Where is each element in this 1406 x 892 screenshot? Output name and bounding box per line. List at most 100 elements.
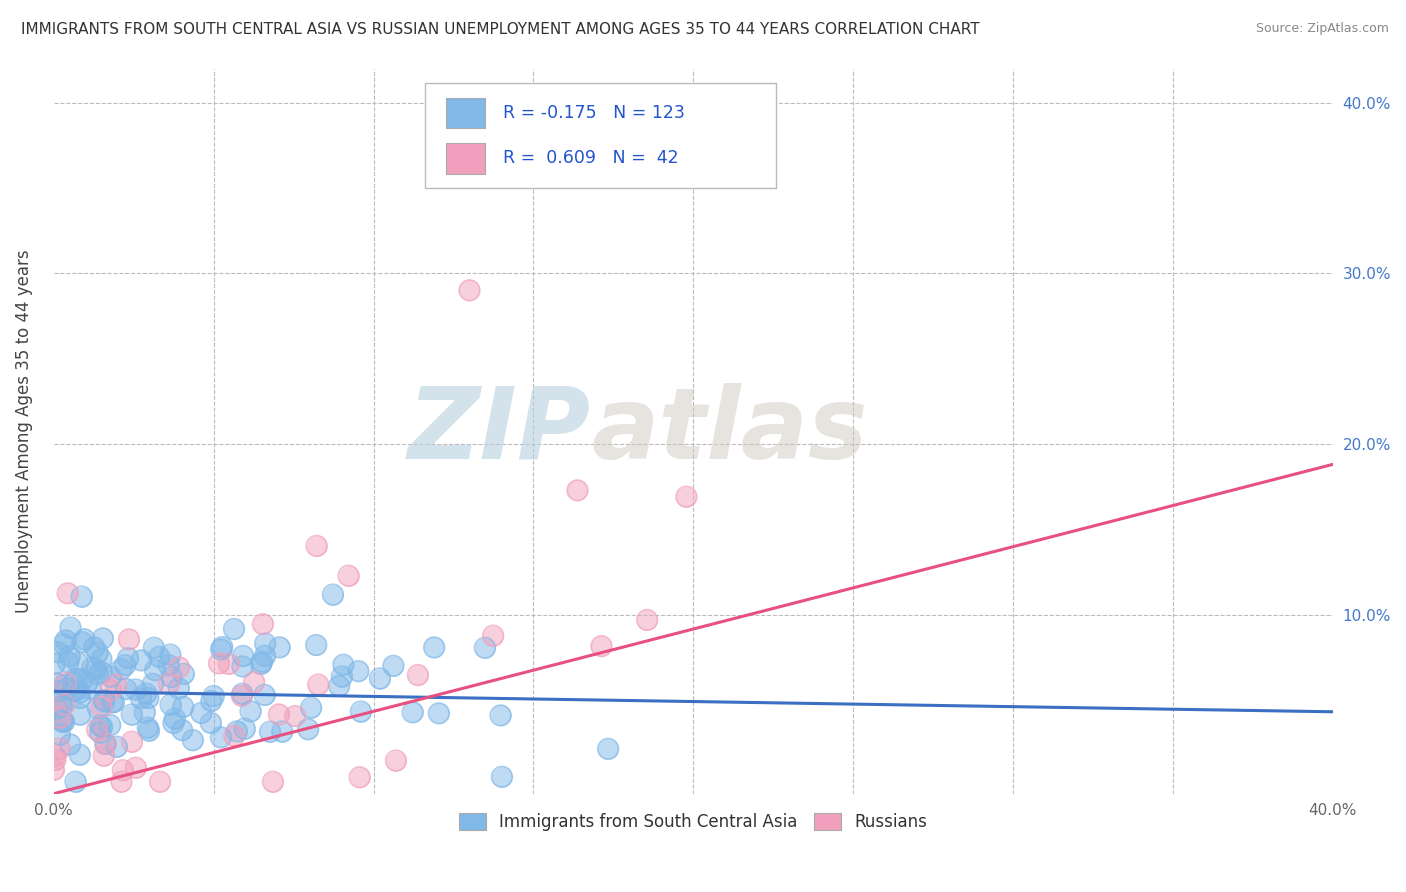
Point (200, 694, 222, 708)
Point (52, 637, 75, 651)
Point (48, 697, 70, 711)
Point (49, 711, 72, 725)
Point (89, 718, 111, 732)
Point (52, 637, 75, 651)
Point (148, 649, 170, 664)
Point (162, 715, 184, 730)
Point (45, 676, 67, 690)
Point (262, 774, 284, 789)
Legend: Immigrants from South Central Asia, Russians: Immigrants from South Central Asia, Russ… (451, 805, 935, 839)
Point (118, 632, 141, 647)
Point (253, 688, 276, 702)
Point (121, 735, 143, 749)
Point (328, 679, 350, 693)
Point (44, 753, 66, 767)
Point (136, 721, 159, 735)
Point (73, 632, 96, 647)
Point (69, 685, 91, 699)
Point (46, 701, 69, 715)
Point (211, 640, 233, 654)
Point (172, 700, 194, 714)
Point (218, 657, 240, 671)
Point (46, 645, 69, 659)
Point (129, 691, 152, 706)
Point (142, 640, 165, 655)
Point (46, 701, 69, 715)
Point (44, 753, 66, 767)
Point (253, 648, 276, 663)
Point (598, 741, 620, 756)
Point (209, 642, 232, 657)
Point (79, 681, 101, 696)
Point (44, 748, 66, 763)
Point (59, 738, 82, 752)
Point (59, 738, 82, 752)
Point (117, 651, 139, 665)
Point (159, 648, 181, 662)
Point (100, 683, 122, 698)
Point (111, 763, 134, 777)
Point (70, 590, 93, 604)
Point (105, 739, 128, 754)
Point (129, 653, 152, 667)
Point (110, 774, 132, 789)
Point (172, 723, 194, 737)
Point (208, 657, 231, 671)
Point (42, 763, 65, 777)
Point (202, 689, 225, 703)
Point (56, 586, 79, 600)
Point (591, 639, 613, 653)
Point (211, 640, 233, 654)
Point (239, 704, 262, 718)
Point (382, 658, 405, 673)
Point (90, 665, 112, 680)
Point (129, 691, 152, 706)
Point (69, 685, 91, 699)
Point (94, 737, 117, 751)
Point (591, 639, 613, 653)
Point (458, 283, 481, 297)
Point (159, 698, 181, 712)
Point (368, 672, 391, 686)
Point (200, 715, 222, 730)
Point (489, 708, 512, 723)
Point (53, 714, 76, 729)
Point (83, 640, 105, 655)
Point (231, 689, 253, 703)
Point (149, 774, 172, 789)
Point (117, 651, 139, 665)
Point (125, 761, 148, 775)
Point (143, 663, 166, 677)
Point (100, 683, 122, 698)
Point (86, 646, 108, 660)
Point (58, 656, 80, 670)
Point (69, 747, 91, 762)
Point (49, 711, 72, 725)
Point (181, 733, 204, 747)
Point (250, 655, 273, 669)
Point (49, 728, 72, 742)
Point (53, 698, 76, 712)
Point (86, 723, 108, 737)
Point (51, 699, 73, 714)
Point (208, 657, 231, 671)
Point (259, 724, 281, 739)
Point (330, 669, 353, 683)
Point (115, 681, 138, 696)
Point (66, 656, 89, 670)
Point (224, 729, 246, 743)
Point (58, 649, 80, 664)
Point (45, 676, 67, 690)
Point (423, 640, 446, 655)
Point (173, 666, 195, 681)
Point (160, 670, 183, 684)
Point (209, 731, 232, 745)
Point (233, 722, 256, 736)
Point (138, 690, 160, 705)
Point (401, 706, 423, 720)
Point (59, 621, 82, 635)
Point (167, 681, 190, 696)
Point (167, 660, 190, 674)
Point (297, 723, 319, 737)
Point (70, 635, 93, 649)
